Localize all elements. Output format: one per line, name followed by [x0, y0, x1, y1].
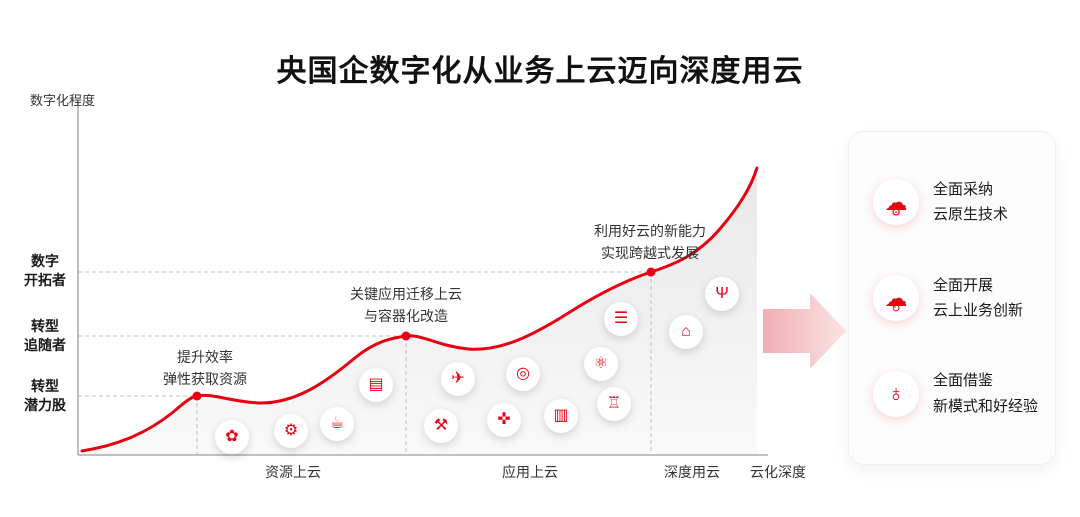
bank-columns-icon: ♖ — [597, 387, 631, 421]
panel-item-line2: 新模式和好经验 — [933, 397, 1039, 415]
panel-item-line1: 全面开展 — [933, 276, 994, 294]
x-stage-resource-cloud: 资源上云 — [265, 464, 321, 480]
camera-icon: ◎ — [506, 357, 540, 391]
panel-item-cloud-native: ☁ ⚙ 全面采纳 云原生技术 — [849, 177, 1055, 228]
flow-arrow — [763, 293, 846, 369]
bank-icon: ⌂ — [669, 315, 703, 349]
growth-curve — [80, 166, 759, 453]
curve-area-fill — [82, 168, 757, 454]
panel-item-best-practice: ♁ 全面借鉴 新模式和好经验 — [849, 368, 1055, 419]
oil-pump-icon: ⚒ — [424, 409, 458, 443]
y-tick-digital-pioneer: 数字 开拓者 — [24, 253, 66, 288]
y-axis-title: 数字化程度 — [30, 93, 96, 108]
game-controller-icon: ✜ — [487, 403, 521, 437]
curve-point-2 — [401, 331, 411, 341]
stock-chart-icon: ☰ — [604, 302, 638, 336]
airplane-icon: ✈ — [441, 362, 475, 396]
panel-item-line1: 全面借鉴 — [933, 372, 994, 390]
curve-point-3 — [646, 267, 656, 277]
annotation-stage-2: 关键应用迁移上云 与容器化改造 — [350, 286, 462, 324]
panel-item-line2: 云上业务创新 — [933, 302, 1024, 319]
factory-icon: ⚙ — [274, 414, 308, 448]
y-tick-transform-follower: 转型 追随者 — [24, 318, 66, 353]
x-stage-app-cloud: 应用上云 — [502, 464, 558, 480]
x-stage-deep-cloud: 深度用云 — [664, 464, 720, 480]
antenna-icon: Ψ — [705, 277, 739, 311]
y-tick-transform-potential: 转型 潜力股 — [24, 378, 66, 413]
panel-item-text: 全面借鉴 新模式和好经验 — [933, 368, 1038, 419]
annotation-stage-1: 提升效率 弹性获取资源 — [163, 349, 247, 387]
panel-item-text: 全面开展 云上业务创新 — [933, 273, 1023, 324]
dashed-guides — [78, 271, 652, 454]
curve-point-1 — [192, 391, 202, 401]
coffee-cup-icon: ☕ — [320, 407, 354, 441]
lightbulb-icon: ♁ — [873, 370, 919, 417]
panel-item-text: 全面采纳 云原生技术 — [933, 177, 1008, 228]
document-icon: ▤ — [359, 368, 393, 402]
cloud-gear-icon: ☁ ⚙ — [873, 179, 919, 226]
cloud-refresh-icon: ☁ ↻ — [873, 275, 919, 321]
panel-item-cloud-business: ☁ ↻ 全面开展 云上业务创新 — [849, 273, 1055, 324]
robot-arm-icon: ⚛ — [584, 347, 618, 381]
panel-item-line2: 云原生技术 — [933, 206, 1009, 224]
panel-item-line1: 全面采纳 — [933, 180, 994, 198]
annotation-stage-3: 利用好云的新能力 实现跨越式发展 — [594, 223, 706, 261]
x-axis-title: 云化深度 — [750, 464, 806, 480]
book-icon: ▥ — [544, 399, 578, 433]
summary-panel: ☁ ⚙ 全面采纳 云原生技术 ☁ ↻ 全面开展 云上业务创新 ♁ — [848, 131, 1056, 465]
leaf-icon: ✿ — [215, 420, 249, 454]
page-title: 央国企数字化从业务上云迈向深度用云 — [276, 55, 804, 89]
